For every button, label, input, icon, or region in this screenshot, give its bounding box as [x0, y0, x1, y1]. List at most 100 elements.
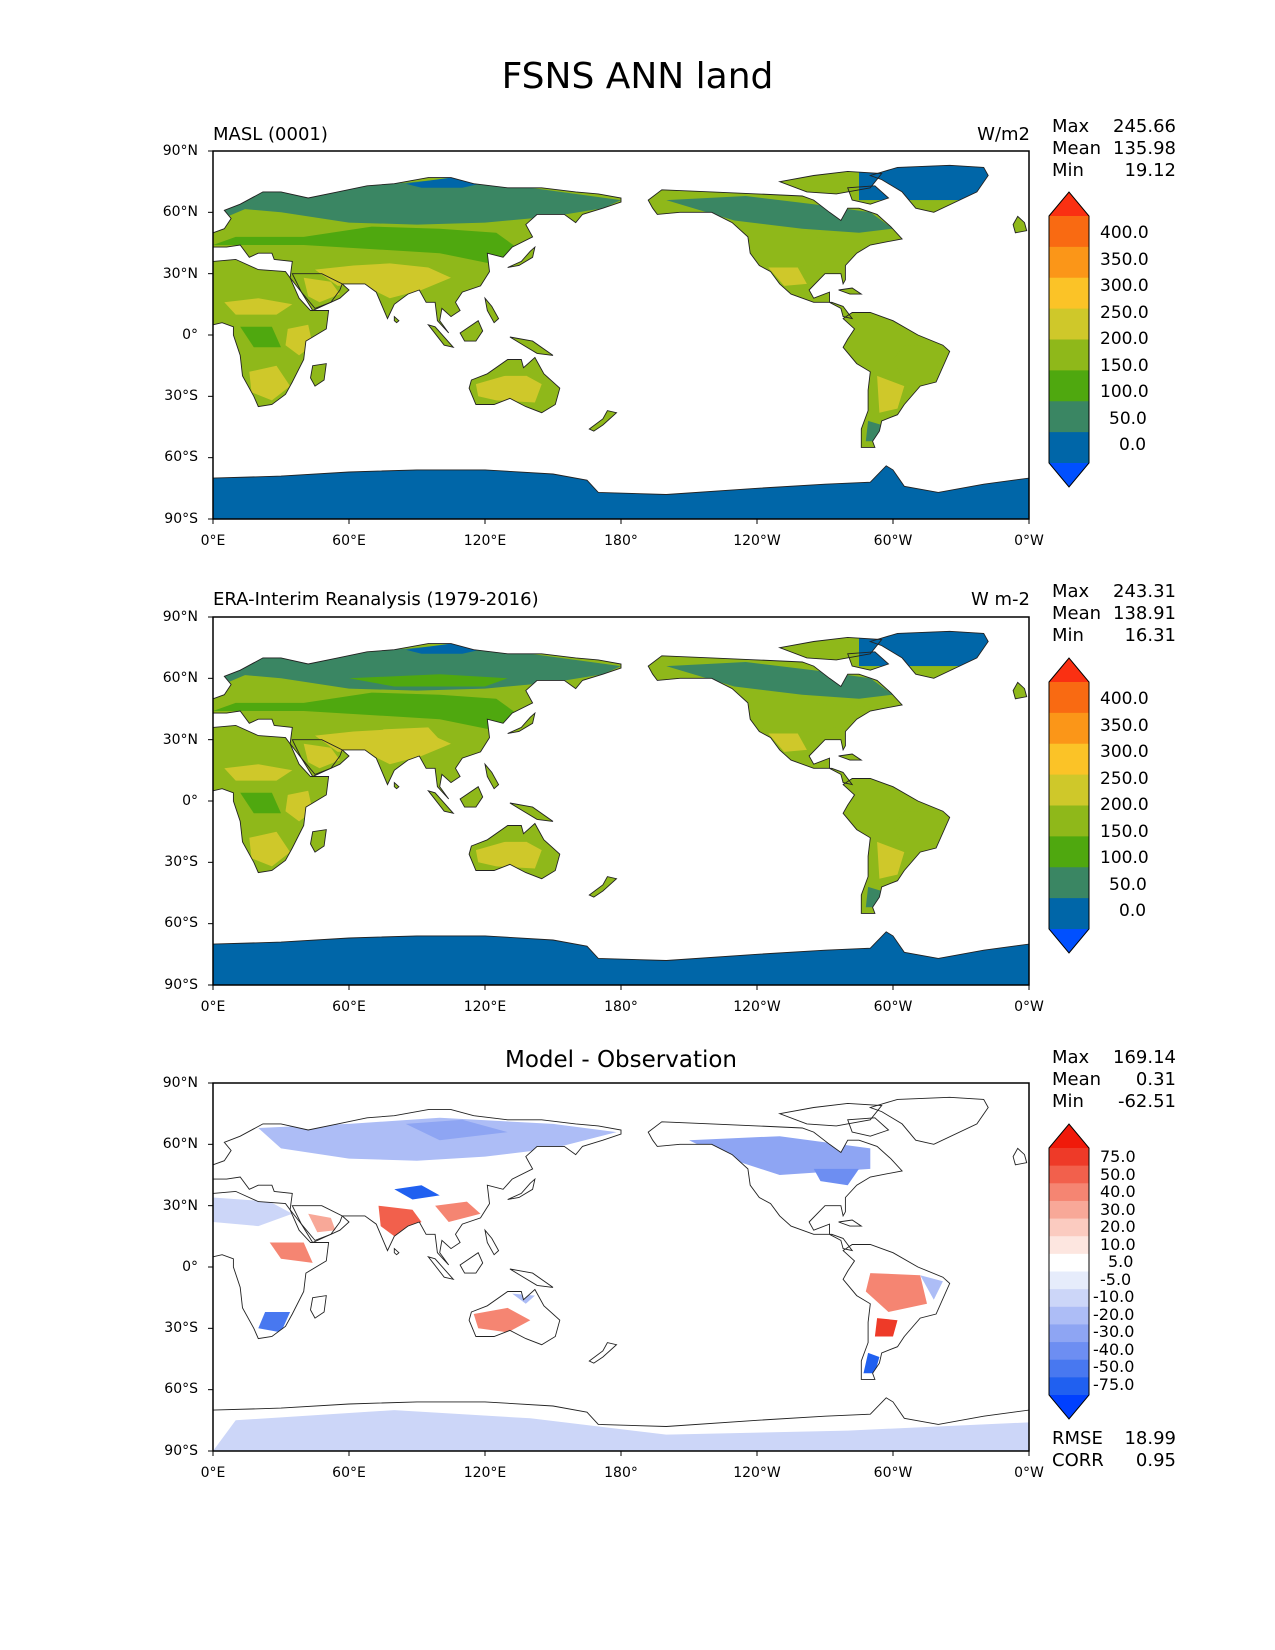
panel-2-colorbar-label: 300.0 [1100, 742, 1149, 762]
panel-1-colorbar-swatch [1049, 370, 1089, 402]
panel-1-contour-aus-interior [475, 371, 542, 403]
panel-3-contour-tibet-cold [394, 1185, 440, 1200]
panel-3-lon-tick: 60°W [873, 1465, 913, 1481]
panel-3-colorbar-swatch [1049, 1306, 1089, 1325]
panel-2-colorbar-label: 150.0 [1100, 822, 1149, 842]
panel-2-lat-tick: 30°N [162, 732, 198, 748]
panel-3-colorbar [1048, 1123, 1090, 1420]
panel-1-contour-n-america-sw [768, 267, 807, 286]
panel-3-contour-cool-siberia [405, 1119, 508, 1141]
panel-3-contour-cool-asia [258, 1117, 617, 1161]
panel-3-coast-philippines [484, 1228, 500, 1256]
panel-2-mean-value: 138.91 [1113, 603, 1176, 624]
panel-1-contour-n-america-temperate [750, 236, 871, 268]
panel-2-colorbar-outline [1048, 657, 1090, 954]
panel-3-contour-sahel-warm [269, 1242, 313, 1263]
panel-1-coast-uk [1012, 215, 1028, 234]
panel-2-contour-aus-interior [475, 837, 542, 869]
panel-2-coast-antarctica [212, 931, 1030, 986]
panel-1-lon-tick: 0°W [1014, 533, 1044, 549]
panel-1-coast-namerica [647, 189, 903, 320]
panel-3-lon-tick: 0°E [200, 1465, 226, 1481]
panel-3-coast-australia [468, 1288, 561, 1346]
panel-2-coast-nguinea [509, 802, 554, 822]
panel-3-colorbar-swatch [1049, 1324, 1089, 1343]
panel-1-colorbar-extend-bottom [1049, 463, 1089, 487]
panel-2-lat-tick: 90°N [162, 609, 198, 625]
panel-1-lon-tick: 60°E [332, 533, 366, 549]
panel-2-lat-tick: 60°N [162, 670, 198, 686]
panel-2-coast-borneo [459, 786, 484, 808]
panel-2-map [208, 616, 1030, 990]
panel-3-colorbar-swatch [1049, 1359, 1089, 1378]
panel-1-coast-arabia [291, 273, 350, 309]
panel-2-lon-tick: 60°E [332, 999, 366, 1015]
panel-1-coast-japan [507, 245, 536, 268]
panel-3-colorbar-label: 30.0 [1100, 1200, 1136, 1219]
panel-3-lon-tick: 120°E [463, 1465, 507, 1481]
panel-1-lat-tick: 30°S [164, 388, 198, 404]
panel-2-colorbar-extend-top [1049, 658, 1089, 682]
panel-1-coast-australia [468, 356, 561, 414]
panel-3-colorbar-label: 20.0 [1100, 1217, 1136, 1236]
panel-3-contour-india-warm [378, 1205, 422, 1237]
panel-2-lon-tick: 180° [604, 999, 638, 1015]
panel-2-coast-eurasia [212, 643, 622, 800]
panel-3-contour-n-america-cool [689, 1136, 871, 1175]
panel-3-coast-nguinea [509, 1268, 554, 1288]
panel-1-lon-tick: 120°W [733, 533, 781, 549]
panel-2-colorbar-label: 400.0 [1100, 689, 1149, 709]
panel-3-lon-tick: 60°E [332, 1465, 366, 1481]
panel-2-lat-tick: 30°S [164, 854, 198, 870]
panel-3-coast-sumatra [427, 1255, 455, 1281]
panel-2-contour-temperate-asia [213, 692, 519, 730]
panel-3-colorbar-label: -10.0 [1093, 1287, 1135, 1306]
panel-3-lon-tick: 120°W [733, 1465, 781, 1481]
panel-2-colorbar-swatch [1049, 805, 1089, 837]
panel-3-coast-samerica [842, 1244, 951, 1380]
panel-2-units: W m-2 [970, 589, 1030, 610]
panel-3-lon-tick: 0°W [1014, 1465, 1044, 1481]
panel-2-lon-tick: 0°W [1014, 999, 1044, 1015]
panel-3-max-label: Max [1052, 1047, 1090, 1068]
panel-2-lon-tick: 120°E [463, 999, 507, 1015]
panel-2-colorbar-label: 0.0 [1119, 901, 1147, 921]
panel-3-lat-tick: 60°N [162, 1136, 198, 1152]
panel-2-max-label: Max [1052, 581, 1090, 602]
panel-3-mean-label: Mean [1052, 1069, 1102, 1090]
panel-3-colorbar-outline [1048, 1123, 1090, 1420]
panel-3-coast-srilanka [393, 1247, 400, 1256]
panel-2-coast-madagascar [310, 829, 327, 853]
panel-2-coast-philippines [484, 762, 500, 790]
panel-1-coast-eurasia [212, 177, 622, 334]
panel-2-lon-tick: 60°W [873, 999, 913, 1015]
panel-3-contour-s-africa-cold [258, 1312, 291, 1333]
panel-2-colorbar-label: 350.0 [1100, 716, 1149, 736]
panel-3-contour-arabia-warm [308, 1213, 336, 1233]
panel-2-contour-n-america-boreal [666, 662, 893, 699]
panel-2-min-value: 16.31 [1124, 625, 1176, 646]
panel-1-lat-tick: 0° [182, 327, 198, 343]
panel-2-coast-sumatra [427, 789, 455, 815]
panel-1-mean-label: Mean [1052, 138, 1102, 159]
panel-3-colorbar-swatch [1049, 1183, 1089, 1202]
panel-1-lat-tick: 30°N [162, 266, 198, 282]
panel-2-colorbar-swatch [1049, 898, 1089, 930]
panel-3-coast-japan [507, 1177, 536, 1200]
panel-1-contour-sahel [224, 298, 293, 315]
panel-1-contour-subtropic-asia [315, 263, 451, 299]
panel-1-label: MASL (0001) [213, 124, 328, 145]
panel-3-mean-value: 0.31 [1135, 1069, 1176, 1090]
panel-2-coast-samerica [842, 778, 951, 914]
panel-1-colorbar-label: 350.0 [1100, 250, 1149, 270]
panel-1-coast-africa [212, 258, 330, 408]
panel-2-colorbar-swatch [1049, 712, 1089, 745]
panel-3-colorbar-swatch [1049, 1253, 1089, 1272]
panel-2-label: ERA-Interim Reanalysis (1979-2016) [213, 589, 539, 610]
panel-3-contour-sahara-cool [213, 1197, 293, 1227]
panel-3-colorbar-label: 10.0 [1100, 1235, 1136, 1254]
panel-2-lat-tick: 90°S [164, 977, 198, 993]
panel-2-colorbar-swatch [1049, 836, 1089, 868]
panel-3-corr-value: 0.95 [1135, 1450, 1176, 1471]
panel-1-coast-borneo [459, 320, 484, 342]
